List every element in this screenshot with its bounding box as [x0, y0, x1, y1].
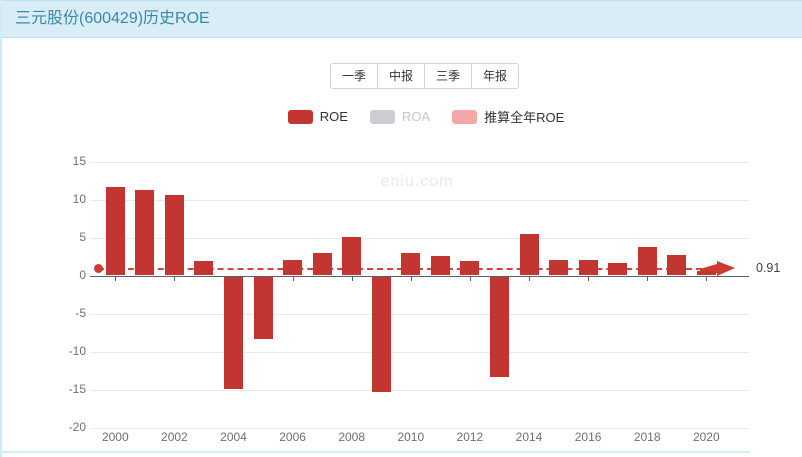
tab-q1[interactable]: 一季: [330, 63, 379, 89]
axis-tick: [469, 276, 471, 281]
legend-swatch-icon: [369, 109, 395, 124]
y-axis-label: 5: [79, 229, 86, 244]
y-axis-label: -15: [68, 381, 86, 396]
x-axis-label: 2014: [515, 430, 543, 444]
gridline: [90, 427, 749, 429]
x-axis-label: 2012: [456, 430, 484, 444]
estimate-start-dot: [94, 264, 103, 274]
x-axis-label: 2016: [574, 430, 602, 444]
bar-2008: [342, 236, 362, 276]
legend-swatch-icon: [452, 109, 478, 124]
axis-tick: [706, 276, 708, 281]
y-axis-label: 15: [72, 153, 86, 168]
bar-2019: [667, 254, 687, 276]
bar-2004: [224, 276, 243, 389]
bar-2018: [637, 247, 657, 276]
y-axis-label: -20: [68, 419, 86, 434]
axis-tick: [410, 276, 412, 281]
bar-2012: [460, 261, 480, 276]
bar-2007: [312, 253, 332, 276]
x-axis-label: 2004: [220, 430, 247, 444]
axis-tick: [115, 276, 117, 281]
watermark: eniu.com: [380, 173, 454, 190]
legend-label: ROE: [319, 109, 348, 124]
panel-header: 三元股份(600429)历史ROE: [2, 0, 802, 38]
gridline: [90, 313, 749, 315]
x-axis-label: 2010: [397, 430, 425, 444]
axis-tick: [647, 276, 649, 281]
bottom-divider: [2, 451, 750, 453]
gridline: [90, 161, 749, 163]
tab-q3[interactable]: 三季: [424, 63, 473, 89]
x-axis-label: 2018: [633, 430, 661, 444]
chart-legend: ROE ROA 推算全年ROE: [2, 107, 802, 126]
chart-area: 0.91 2000 2002 2004 2006 2008 2010 2012 2014 201…: [90, 154, 780, 444]
bar-2006: [283, 260, 303, 276]
tab-annual[interactable]: 年报: [471, 63, 520, 89]
x-axis-label: 2002: [161, 430, 188, 444]
bar-2015: [549, 260, 569, 276]
period-tab-group: 一季 中报 三季 年报: [330, 63, 520, 89]
page-title: 三元股份(600429)历史ROE: [15, 10, 210, 27]
legend-item-roa[interactable]: ROA: [369, 107, 431, 126]
y-axis-label: -5: [75, 305, 86, 320]
estimate-value-label: 0.91: [756, 260, 781, 275]
legend-item-estimated-roe[interactable]: 推算全年ROE: [452, 107, 564, 126]
bar-2005: [253, 276, 273, 339]
gridline: [90, 351, 749, 353]
tab-interim[interactable]: 中报: [377, 63, 426, 89]
x-axis-label: 2006: [279, 430, 306, 444]
bar-2002: [164, 194, 184, 276]
bar-2001: [135, 190, 155, 276]
bar-2017: [608, 263, 628, 276]
gridline: [90, 389, 749, 391]
gridline: [90, 237, 749, 239]
bar-2003: [194, 261, 214, 276]
zero-axis: [90, 275, 749, 277]
gridline: [90, 199, 749, 201]
bar-2020: [696, 270, 716, 276]
bar-2009: [371, 276, 391, 393]
legend-label: ROA: [401, 109, 431, 124]
bar-2013: [489, 276, 509, 377]
axis-tick: [233, 276, 235, 281]
legend-label: 推算全年ROE: [484, 110, 565, 125]
y-axis-label: 0: [79, 267, 86, 282]
axis-tick: [292, 276, 294, 281]
bar-2010: [401, 252, 421, 276]
estimate-dashed-line: [98, 267, 702, 270]
bar-2000: [105, 186, 125, 276]
y-axis-label: 10: [72, 191, 86, 206]
legend-swatch-icon: [287, 109, 313, 124]
axis-tick: [529, 276, 530, 281]
bar-2011: [430, 255, 450, 276]
bar-2014: [519, 234, 539, 276]
axis-tick: [351, 276, 353, 281]
legend-item-roe[interactable]: ROE: [287, 107, 348, 126]
x-axis-label: 2008: [338, 430, 366, 444]
x-axis-label: 2020: [692, 430, 720, 444]
axis-tick: [174, 276, 176, 281]
axis-tick: [588, 276, 590, 281]
x-axis-label: 2000: [101, 430, 129, 444]
y-axis-label: -10: [68, 343, 86, 358]
bar-2016: [578, 259, 598, 276]
